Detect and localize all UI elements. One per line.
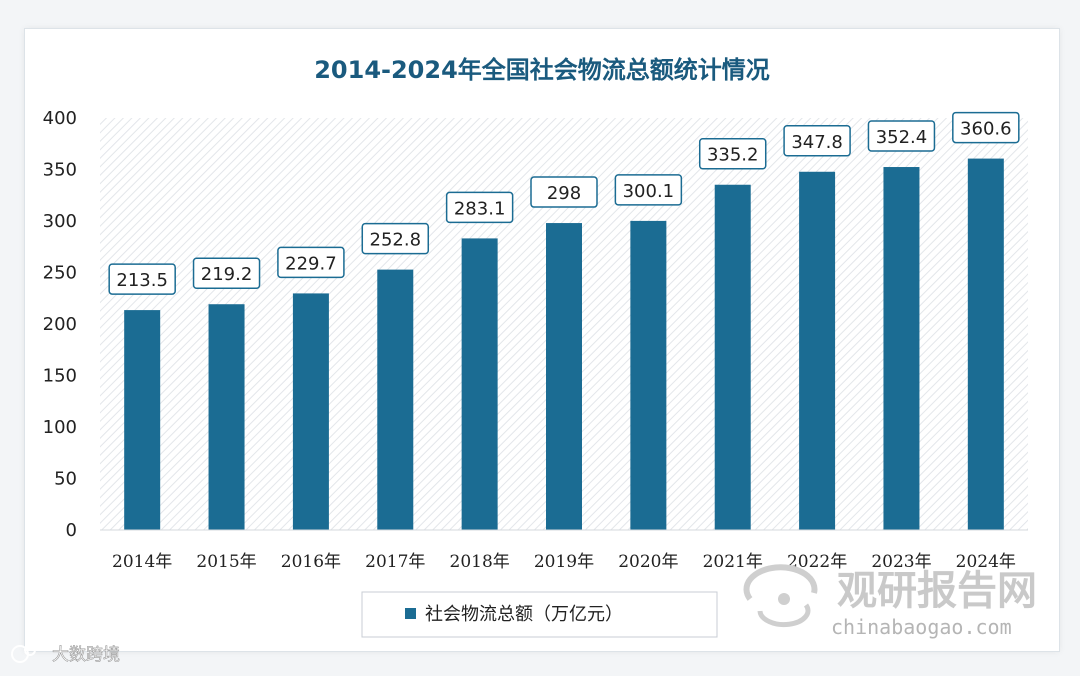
y-tick-label: 250 — [43, 263, 77, 284]
y-tick-label: 100 — [43, 417, 77, 438]
bar — [461, 238, 498, 531]
data-label: 298 — [547, 183, 581, 204]
legend-label: 社会物流总额（万亿元） — [425, 604, 623, 625]
bar — [546, 223, 582, 530]
data-label-box — [108, 263, 176, 295]
corner-logo-icon — [11, 644, 36, 663]
data-label: 335.2 — [707, 145, 759, 166]
data-label-box — [698, 137, 767, 170]
legend: 社会物流总额（万亿元） — [361, 591, 718, 638]
data-label: 300.1 — [623, 181, 675, 202]
y-tick-label: 150 — [43, 366, 77, 387]
x-axis: 2014年 2015年 2016年 2017年 2018年 2019年 2020年 2021年… — [100, 529, 1028, 572]
x-tick-label: 2022年 — [787, 552, 847, 572]
bar — [208, 304, 245, 530]
y-tick-label: 400 — [43, 108, 77, 129]
data-label-box — [361, 222, 430, 255]
data-label-box — [783, 125, 851, 157]
y-axis: 0 50 100 150 200 250 300 350 400 — [43, 108, 77, 541]
data-label-box — [530, 176, 598, 208]
bars-group: 213.5 219.2 229.7 252.8 283.1 298 300.1 335.2 34… — [108, 111, 1020, 531]
x-tick-label: 2020年 — [618, 552, 678, 572]
brand-name-cn: 观研报告网 — [837, 568, 1037, 614]
bar — [292, 293, 329, 530]
bar — [967, 158, 1004, 530]
bar — [883, 167, 920, 530]
data-label-box — [277, 246, 345, 279]
x-tick-label: 2014年 — [112, 552, 172, 572]
x-tick-label: 2016年 — [281, 552, 341, 572]
brand-logo-icon — [743, 564, 818, 628]
brand-url: chinabaogao.com — [831, 615, 1012, 639]
legend-swatch — [405, 608, 416, 619]
x-tick-label: 2015年 — [196, 552, 256, 572]
bar — [714, 184, 751, 530]
x-tick-label: 2024年 — [956, 552, 1016, 572]
y-tick-label: 200 — [43, 314, 77, 335]
data-label-box — [952, 111, 1020, 144]
x-tick-label: 2023年 — [871, 552, 931, 572]
data-label-box — [192, 257, 261, 289]
data-label: 360.6 — [960, 119, 1012, 140]
corner-watermark: 大数跨境 — [11, 644, 120, 665]
x-tick-label: 2017年 — [365, 552, 425, 572]
data-label: 219.2 — [201, 264, 253, 285]
brand-watermark: 观研报告网 chinabaogao.com — [743, 564, 1037, 639]
data-label: 352.4 — [876, 127, 928, 148]
data-label-box — [445, 191, 514, 224]
x-tick-label: 2021年 — [703, 552, 763, 572]
bar — [799, 171, 836, 531]
data-label: 229.7 — [285, 253, 337, 274]
bar — [377, 269, 414, 530]
x-tick-label: 2018年 — [450, 552, 510, 572]
chart-card: 2014-2024年全国社会物流总额统计情况 0 50 100 150 200 250 30… — [24, 28, 1060, 652]
data-label: 213.5 — [116, 270, 168, 291]
y-tick-label: 350 — [43, 160, 77, 181]
data-label: 283.1 — [454, 198, 506, 219]
corner-watermark-text: 大数跨境 — [52, 645, 120, 665]
legend-box — [361, 591, 718, 638]
y-tick-label: 50 — [54, 469, 77, 490]
data-label-box — [867, 120, 936, 152]
y-tick-label: 300 — [43, 211, 77, 232]
data-label-box — [614, 174, 683, 206]
y-tick-label: 0 — [66, 520, 77, 541]
chart-title: 2014-2024年全国社会物流总额统计情况 — [314, 56, 770, 84]
data-label: 347.8 — [791, 132, 843, 153]
bar — [124, 310, 161, 530]
data-label: 252.8 — [370, 230, 422, 251]
x-tick-label: 2019年 — [534, 552, 594, 572]
bar-chart: 2014-2024年全国社会物流总额统计情况 0 50 100 150 200 250 30… — [43, 56, 1037, 639]
bar — [630, 220, 667, 530]
